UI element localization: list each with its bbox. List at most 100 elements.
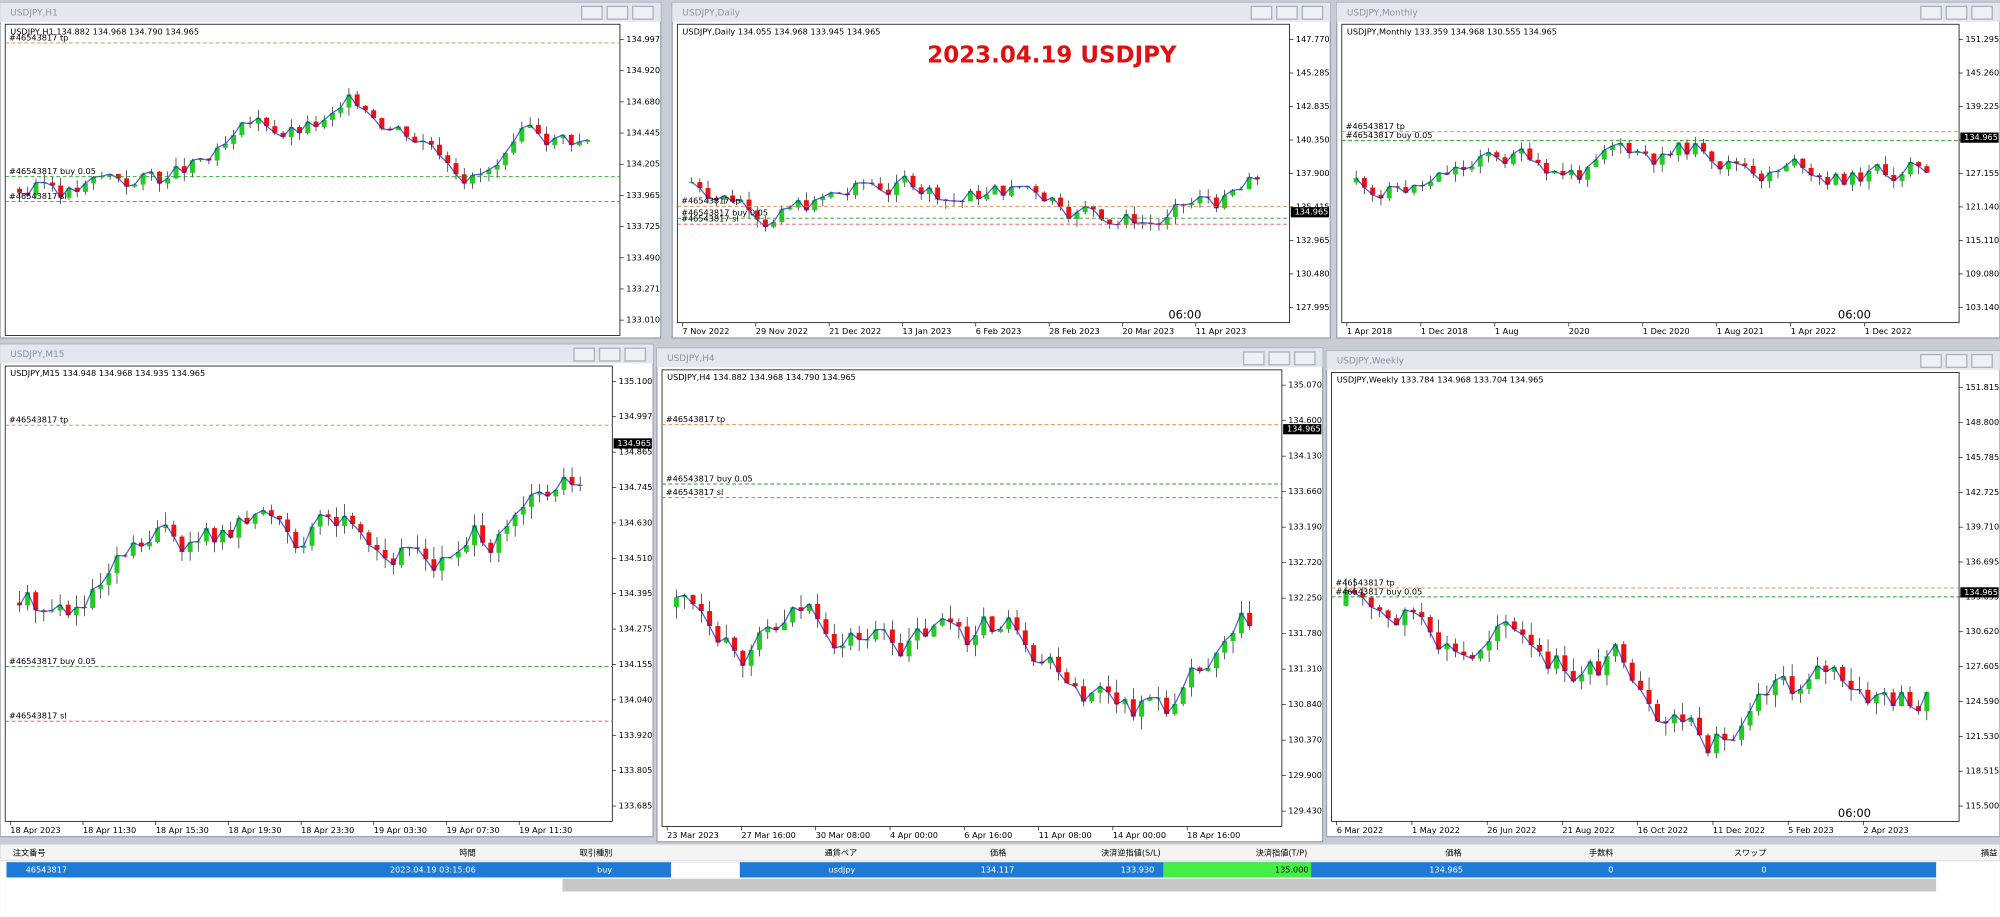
candle-body — [1865, 689, 1871, 704]
candle-body — [1427, 617, 1433, 633]
candle-body — [740, 650, 746, 666]
candle-body — [723, 637, 729, 643]
candle-body — [1452, 643, 1458, 652]
price-label: 134.865 — [619, 447, 653, 457]
cell: 134.117 — [981, 864, 1015, 874]
window-button[interactable] — [1945, 353, 1968, 368]
candle-body — [948, 618, 954, 623]
window-title: USDJPY,H1 — [10, 8, 57, 18]
candle-body — [1351, 589, 1357, 594]
candle-body — [148, 171, 154, 174]
order-label: #46543817 buy 0.05 — [9, 656, 96, 666]
candle-body — [496, 533, 502, 553]
candle-body — [1056, 656, 1062, 673]
candle-body — [1000, 185, 1006, 196]
candle-body — [1428, 181, 1434, 187]
candle-body — [285, 519, 291, 532]
candle-body — [1123, 214, 1129, 225]
time-label: 18 Apr 2023 — [10, 825, 60, 835]
candle-body — [1461, 651, 1467, 656]
window-button[interactable] — [1920, 353, 1942, 368]
price-label: 134.445 — [626, 128, 660, 138]
window-button[interactable] — [1268, 351, 1291, 366]
window-button[interactable] — [632, 5, 654, 20]
price-label: 133.805 — [619, 765, 653, 775]
candle-body — [1368, 597, 1374, 608]
candle-body — [914, 628, 920, 641]
price-label: 115.500 — [1965, 801, 1999, 811]
candle-body — [1758, 173, 1764, 182]
time-label: 29 Nov 2022 — [756, 326, 808, 336]
candle-body — [472, 525, 477, 546]
candle-body — [1105, 686, 1111, 693]
candle-body — [390, 558, 396, 565]
window-button[interactable] — [573, 347, 596, 362]
candle-body — [1385, 610, 1391, 619]
time-label: 1 Aug 2021 — [1717, 326, 1764, 336]
candle-body — [1197, 667, 1203, 672]
order-row[interactable] — [6, 862, 1937, 878]
candle-body — [107, 174, 113, 177]
window-button[interactable] — [1242, 351, 1265, 366]
candle-body — [502, 152, 508, 165]
price-label: 132.250 — [1288, 593, 1322, 603]
price-label: 134.680 — [626, 96, 660, 106]
window-button[interactable] — [606, 5, 629, 20]
time-label: 2020 — [1569, 326, 1590, 336]
window-button[interactable] — [1971, 353, 1993, 368]
candle-body — [1444, 172, 1450, 175]
window-button[interactable] — [624, 347, 647, 362]
time-label: 16 Oct 2022 — [1638, 825, 1688, 835]
window-button[interactable] — [598, 347, 621, 362]
price-label: 118.515 — [1965, 766, 1999, 776]
candle-body — [1792, 158, 1798, 166]
candle-body — [173, 166, 179, 179]
candle-body — [379, 118, 385, 129]
candle-body — [1701, 143, 1707, 152]
candle-body — [1205, 668, 1211, 672]
window-button[interactable] — [1276, 5, 1298, 20]
price-label: 140.350 — [1296, 134, 1330, 144]
candle-body — [371, 110, 377, 119]
candle-body — [382, 549, 388, 559]
chart-header: USDJPY,H1 134.882 134.968 134.790 134.96… — [10, 26, 199, 36]
candle-body — [1502, 157, 1508, 164]
candle-body — [568, 134, 574, 146]
price-label: 134.745 — [619, 482, 653, 492]
candle-body — [1527, 148, 1533, 160]
price-label: 130.620 — [1965, 626, 1999, 636]
candle-body — [894, 182, 900, 195]
price-label: 133.965 — [626, 190, 660, 200]
candle-body — [812, 200, 818, 211]
candle-body — [1739, 725, 1745, 740]
candle-body — [1410, 609, 1416, 613]
candle-body — [1553, 655, 1559, 669]
window-button[interactable] — [1293, 351, 1316, 366]
candle-body — [1840, 666, 1846, 681]
window-button[interactable] — [1945, 5, 1968, 20]
price-label: 135.100 — [619, 376, 653, 386]
candle-body — [1238, 612, 1244, 634]
time-label: 6 Feb 2023 — [976, 326, 1022, 336]
window-button[interactable] — [1920, 5, 1942, 20]
candle-body — [898, 642, 904, 657]
candle-body — [17, 602, 22, 606]
candle-body — [1172, 703, 1178, 714]
candle-body — [301, 545, 307, 549]
candle-body — [171, 524, 177, 537]
window-button[interactable] — [1301, 5, 1324, 20]
price-label: 134.130 — [1288, 451, 1322, 461]
candle-body — [1537, 644, 1543, 652]
candle-body — [203, 528, 209, 542]
window-button[interactable] — [1971, 5, 1993, 20]
price-label: 134.395 — [619, 588, 653, 598]
candle-body — [155, 528, 161, 543]
candle-body — [831, 634, 837, 649]
chart-header: USDJPY,M15 134.948 134.968 134.935 134.9… — [10, 368, 205, 378]
price-label: 132.965 — [1296, 235, 1330, 245]
price-label: 147.770 — [1296, 34, 1330, 44]
window-button[interactable] — [581, 5, 603, 20]
candle-body — [967, 190, 973, 202]
candle-body — [437, 144, 442, 156]
window-button[interactable] — [1250, 5, 1273, 20]
